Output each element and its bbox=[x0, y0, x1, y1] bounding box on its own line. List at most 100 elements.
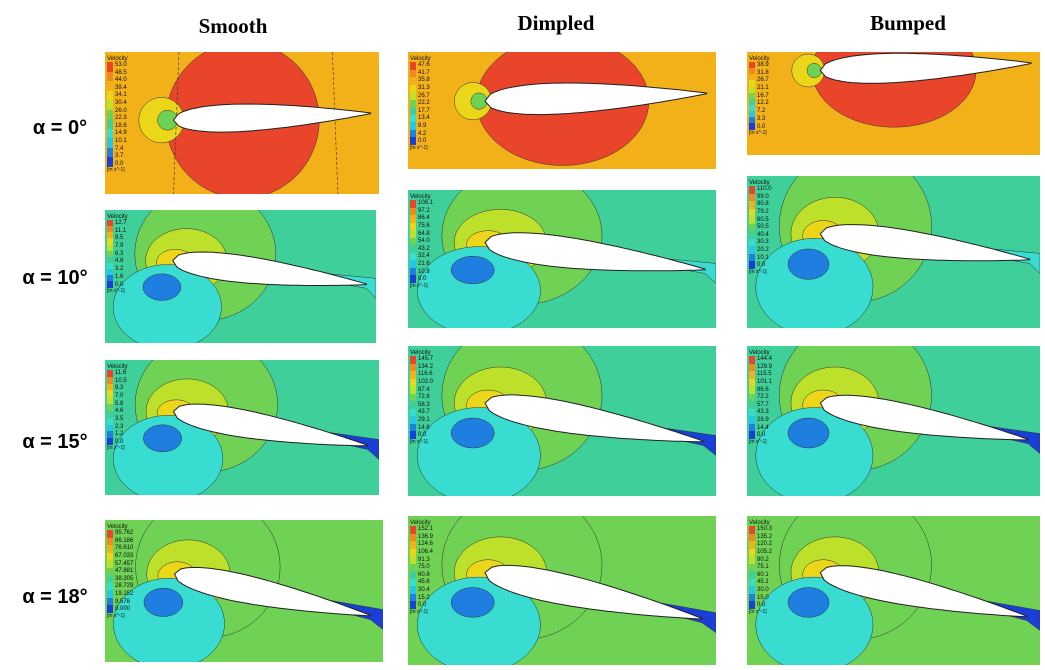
legend-swatch bbox=[107, 62, 113, 72]
row-label-aoa-0: α = 0° bbox=[32, 117, 88, 139]
legend-swatch bbox=[749, 431, 755, 439]
legend-swatch bbox=[107, 109, 113, 120]
low-velocity-core bbox=[787, 417, 830, 449]
legend-title: Velocity bbox=[410, 194, 431, 200]
legend-swatch bbox=[749, 401, 755, 409]
legend-swatch bbox=[749, 416, 755, 424]
legend-tick-label: 102.0 bbox=[418, 378, 434, 385]
legend-swatch bbox=[749, 371, 755, 379]
legend-swatch bbox=[749, 62, 755, 69]
legend-swatch bbox=[107, 376, 113, 384]
legend-tick-label: 31.3 bbox=[418, 84, 430, 91]
legend-unit: [m s^-1] bbox=[749, 608, 767, 615]
legend-swatch bbox=[107, 417, 113, 425]
legend-title: Velocity bbox=[749, 180, 770, 186]
legend-tick-label: 115.5 bbox=[757, 371, 772, 378]
legend-swatch bbox=[410, 69, 416, 77]
legend-swatch bbox=[410, 416, 416, 424]
legend-tick-label: 101.1 bbox=[757, 378, 773, 385]
contour-panel-bumped-aoa-18: Velocity 150.3 135.2 120.2 105.2 90.2 75.1 60.1… bbox=[747, 516, 1040, 665]
legend-tick-label: 57.7 bbox=[757, 401, 769, 408]
legend-tick-label: 0.0 bbox=[757, 123, 766, 130]
legend-tick-label: 30.4 bbox=[418, 587, 430, 594]
legend-swatch bbox=[410, 571, 416, 579]
legend-swatch bbox=[107, 530, 113, 538]
velocity-legend: Velocity 145.7 134.2 116.6 102.0 87.4 72.8 58.3… bbox=[410, 350, 433, 445]
legend-tick-label: 1.2 bbox=[115, 431, 124, 438]
legend-swatch bbox=[410, 431, 416, 439]
legend-swatch bbox=[749, 578, 755, 586]
legend-swatch bbox=[749, 586, 755, 594]
legend-tick-label: 86.186 bbox=[115, 537, 134, 544]
legend-tick-label: 30.0 bbox=[757, 587, 769, 594]
legend-tick-label: 90.8 bbox=[757, 201, 769, 208]
low-velocity-core bbox=[143, 587, 184, 617]
legend-tick-label: 3.3 bbox=[757, 115, 766, 122]
stagnation-core bbox=[806, 63, 822, 79]
velocity-legend: Velocity 108.1 97.2 86.4 75.6 64.8 54.0 43.2 32.… bbox=[410, 194, 433, 289]
legend-colorbar bbox=[410, 526, 416, 609]
row-label-aoa-10: α = 10° bbox=[22, 267, 88, 289]
legend-swatch bbox=[107, 383, 113, 391]
legend-tick-label: 3.7 bbox=[115, 153, 124, 160]
legend-tick-label: 26.7 bbox=[757, 77, 769, 84]
legend-swatch bbox=[107, 119, 113, 129]
legend-tick-label: 47.6 bbox=[418, 62, 430, 68]
low-velocity-region bbox=[112, 415, 224, 495]
legend-tick-label: 21.1 bbox=[757, 85, 769, 92]
legend-tick-label: 124.6 bbox=[418, 541, 434, 548]
row-label-aoa-18: α = 18° bbox=[22, 586, 88, 608]
legend-swatch bbox=[107, 250, 113, 257]
legend-tick-label: 28.729 bbox=[115, 583, 134, 590]
airfoil bbox=[484, 564, 703, 620]
legend-swatch bbox=[749, 261, 755, 269]
airfoil bbox=[819, 224, 1031, 262]
legend-tick-label: 43.3 bbox=[757, 409, 769, 416]
legend-tick-label: 5.8 bbox=[115, 400, 124, 407]
legend-swatch bbox=[107, 232, 113, 239]
legend-swatch bbox=[749, 208, 755, 216]
low-velocity-core bbox=[450, 587, 495, 618]
legend-colorbar bbox=[107, 370, 113, 445]
legend-tick-label: 9.3 bbox=[115, 385, 124, 392]
legend-tick-label: 16.7 bbox=[757, 92, 769, 99]
legend-swatch bbox=[749, 563, 755, 571]
legend-tick-label: 60.8 bbox=[418, 571, 430, 578]
legend-swatch bbox=[749, 423, 755, 431]
airfoil bbox=[819, 52, 1032, 84]
legend-tick-label: 10.1 bbox=[757, 254, 769, 261]
legend-tick-label: 20.2 bbox=[757, 247, 769, 254]
legend-swatch bbox=[749, 98, 755, 105]
low-velocity-region bbox=[417, 407, 541, 496]
legend-tick-label: 0.0 bbox=[757, 432, 766, 439]
contour-panel-smooth-aoa-10: Velocity 12.7 11.1 9.5 7.9 6.3 4.8 3.2 1.6 0.0 [m … bbox=[105, 210, 376, 343]
legend-swatch bbox=[107, 262, 113, 270]
velocity-legend: Velocity 11.6 10.5 9.3 7.0 5.8 4.6 3.5 2.3 1.2 0.0… bbox=[107, 364, 128, 451]
legend-tick-label: 152.1 bbox=[418, 526, 434, 532]
legend-swatch bbox=[410, 386, 416, 394]
legend-tick-label: 13.4 bbox=[418, 115, 430, 122]
legend-swatch bbox=[410, 356, 416, 364]
legend-colorbar bbox=[107, 62, 113, 168]
legend-swatch bbox=[410, 252, 416, 260]
legend-swatch bbox=[410, 207, 416, 215]
legend-swatch bbox=[107, 397, 113, 405]
legend-tick-label: 0.0 bbox=[418, 432, 427, 439]
legend-swatch bbox=[749, 111, 755, 118]
legend-swatch bbox=[749, 186, 755, 194]
legend-swatch bbox=[749, 104, 755, 112]
legend-swatch bbox=[410, 578, 416, 586]
legend-swatch bbox=[410, 408, 416, 416]
low-velocity-region bbox=[755, 407, 874, 496]
legend-tick-label: 86.6 bbox=[757, 386, 769, 393]
contour-panel-dimpled-aoa-0: Velocity 47.6 41.7 35.8 31.3 26.7 22.2 17.7 13.4… bbox=[408, 52, 716, 169]
legend-swatch bbox=[107, 71, 113, 82]
legend-tick-label: 50.5 bbox=[757, 224, 769, 231]
legend-tick-label: 7.2 bbox=[757, 108, 766, 115]
legend-tick-label: 75.6 bbox=[418, 222, 430, 229]
contour-panel-dimpled-aoa-10: Velocity 108.1 97.2 86.4 75.6 64.8 54.0 43.2 32.… bbox=[408, 190, 716, 328]
legend-tick-label: 67.033 bbox=[115, 552, 134, 559]
legend-swatch bbox=[749, 408, 755, 416]
legend-swatch bbox=[410, 267, 416, 275]
legend-title: Velocity bbox=[410, 56, 431, 62]
